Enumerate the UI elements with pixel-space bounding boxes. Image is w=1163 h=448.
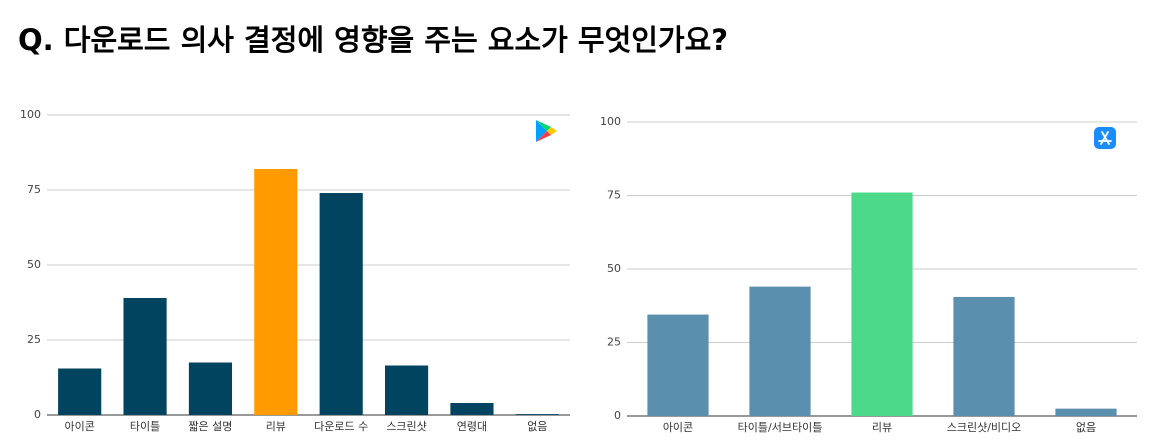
y-tick-label: 75 [607,189,621,202]
y-tick-label: 100 [600,115,621,128]
x-tick-label: 아이콘 [65,420,95,433]
bar [58,368,102,415]
app-store-icon [1094,127,1116,149]
bar [851,192,913,416]
google-play-icon [536,120,557,142]
x-tick-label: 리뷰 [872,421,892,434]
bar [123,298,167,415]
bar [450,403,494,415]
x-tick-label: 다운로드 수 [314,420,368,433]
bar [1055,408,1117,416]
y-tick-label: 50 [27,258,41,271]
y-tick-label: 25 [607,336,621,349]
x-tick-label: 없음 [1076,421,1096,434]
bar [953,296,1015,416]
y-tick-label: 75 [27,183,41,196]
x-tick-label: 타이틀/서브타이틀 [738,421,823,434]
x-tick-label: 스크린샷 [386,420,426,433]
bar [384,365,429,415]
x-tick-label: 스크린샷/비디오 [947,421,1022,434]
x-tick-label: 리뷰 [266,420,286,433]
y-tick-label: 100 [20,108,41,121]
bar [515,414,559,415]
x-tick-label: 연령대 [457,420,487,433]
bar [254,169,298,415]
y-tick-label: 50 [607,262,621,275]
bar [749,286,811,416]
page-title: Q. 다운로드 의사 결정에 영향을 주는 요소가 무엇인가요? [18,23,728,57]
bar [647,314,709,416]
y-tick-label: 25 [27,333,41,346]
bar [319,193,363,415]
x-tick-label: 타이틀 [130,420,160,433]
y-tick-label: 0 [614,409,621,422]
x-tick-label: 아이콘 [663,421,693,434]
x-tick-label: 없음 [527,420,547,433]
y-tick-label: 0 [34,408,41,421]
bar [188,362,233,415]
x-tick-label: 짧은 설명 [188,419,232,433]
